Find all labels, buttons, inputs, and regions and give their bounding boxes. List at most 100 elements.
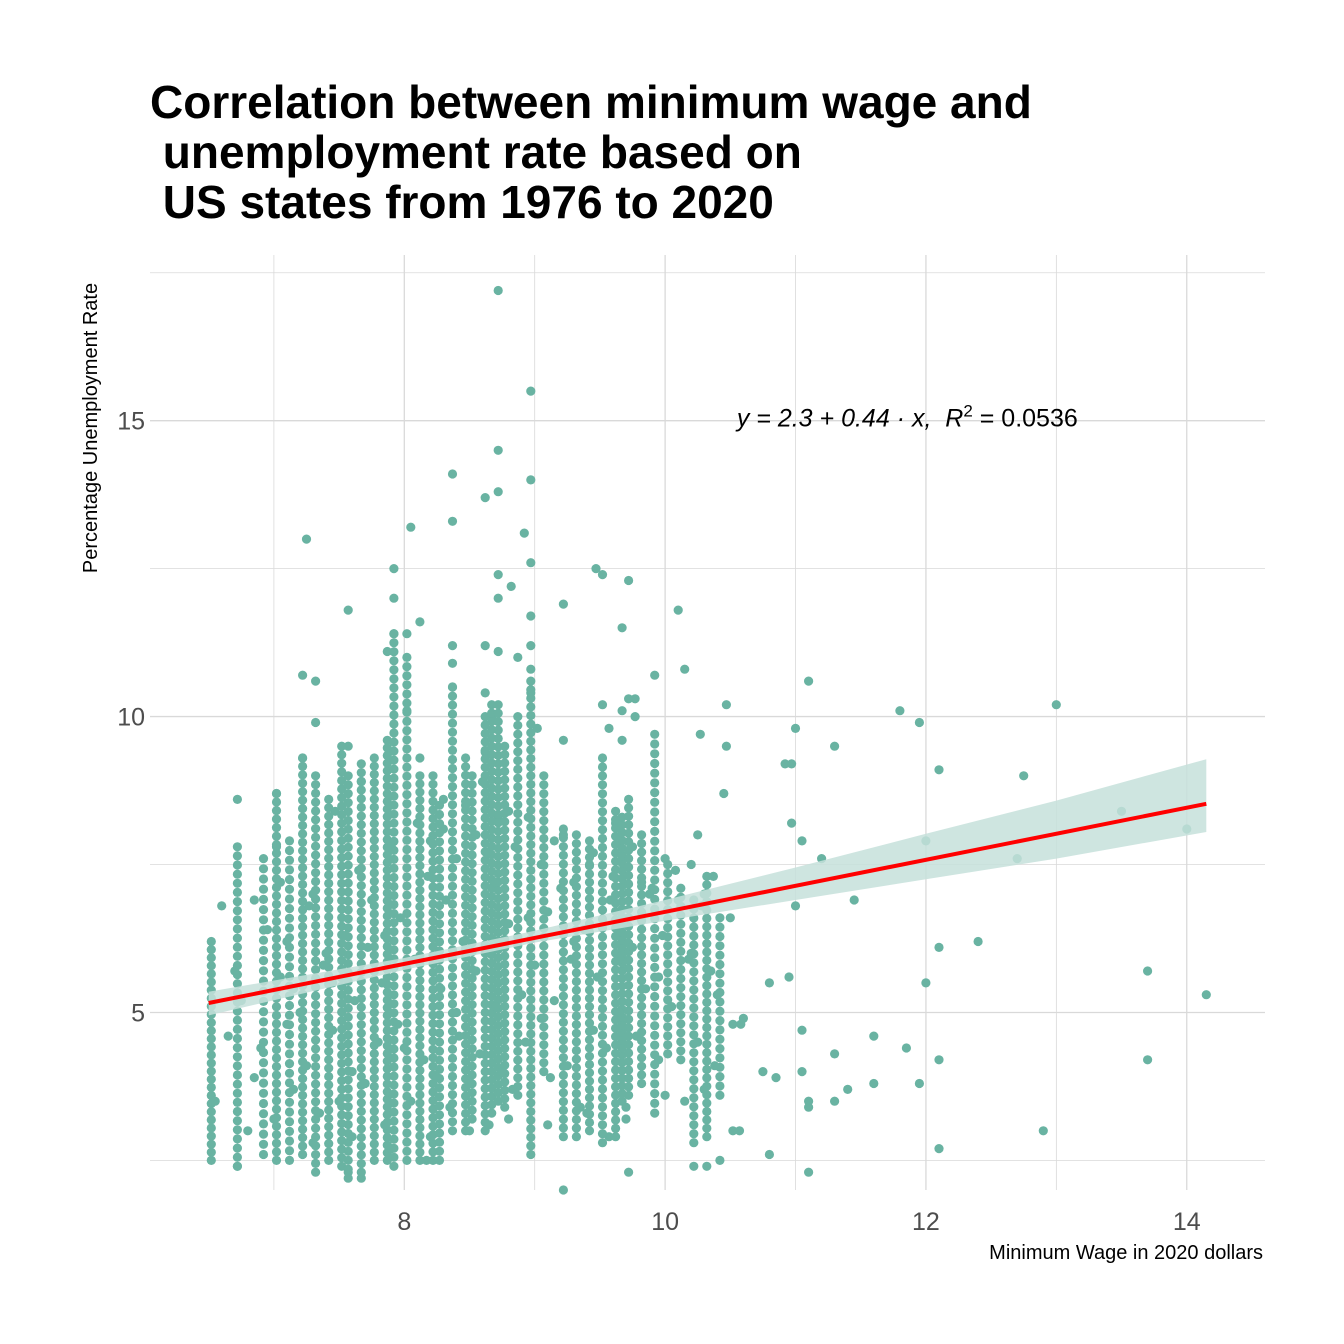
- data-point: [284, 884, 295, 894]
- data-point: [689, 1093, 699, 1103]
- data-point: [402, 799, 412, 809]
- data-point: [663, 1040, 673, 1050]
- data-point: [702, 1106, 712, 1117]
- data-point: [356, 907, 366, 917]
- data-point: [356, 1063, 366, 1073]
- data-point: [647, 883, 657, 893]
- data-point: [356, 915, 366, 925]
- data-point: [402, 908, 412, 919]
- data-point: [543, 1120, 553, 1130]
- data-point: [343, 789, 353, 799]
- data-point: [558, 842, 569, 852]
- data-point: [389, 945, 399, 955]
- data-point: [298, 787, 308, 797]
- data-point: [324, 895, 334, 905]
- data-point: [467, 788, 477, 799]
- data-point: [402, 826, 412, 836]
- data-point: [311, 1000, 321, 1010]
- data-point: [605, 895, 615, 905]
- data-point: [637, 873, 647, 883]
- data-point: [526, 1055, 536, 1065]
- data-point: [284, 1155, 295, 1165]
- data-point: [663, 1022, 673, 1032]
- data-point: [447, 845, 458, 855]
- data-point: [447, 782, 458, 792]
- data-point: [206, 1066, 216, 1076]
- data-point: [676, 946, 686, 957]
- data-point: [663, 977, 673, 987]
- data-point: [584, 1010, 595, 1020]
- data-point: [402, 1137, 412, 1147]
- data-point: [1051, 700, 1061, 710]
- data-point: [689, 1003, 699, 1013]
- data-point: [804, 1102, 814, 1112]
- data-point: [356, 811, 366, 821]
- data-point: [343, 1146, 353, 1156]
- data-point: [298, 964, 308, 974]
- data-point: [415, 779, 425, 789]
- data-point: [725, 913, 735, 923]
- data-point: [624, 694, 634, 704]
- data-point: [584, 1002, 595, 1012]
- data-point: [232, 1052, 242, 1062]
- data-point: [611, 881, 621, 892]
- y-tick-label: 10: [117, 704, 145, 732]
- data-point: [343, 1012, 353, 1022]
- data-point: [513, 976, 523, 986]
- data-point: [513, 1064, 523, 1074]
- data-point: [298, 1090, 308, 1100]
- data-point: [415, 771, 425, 781]
- data-point: [298, 753, 308, 763]
- data-point: [258, 905, 269, 915]
- data-point: [343, 860, 353, 870]
- data-point: [526, 736, 536, 746]
- data-point: [843, 1084, 853, 1094]
- data-point: [271, 1062, 282, 1072]
- data-point: [271, 1138, 282, 1148]
- data-point: [206, 1074, 216, 1084]
- data-point: [311, 797, 321, 807]
- data-point: [402, 808, 412, 818]
- data-point: [597, 1075, 608, 1085]
- data-point: [428, 1087, 438, 1097]
- data-point: [558, 735, 569, 745]
- data-point: [493, 445, 503, 455]
- data-point: [702, 930, 712, 940]
- data-point: [654, 1055, 664, 1065]
- data-point: [343, 985, 353, 996]
- data-point: [341, 930, 351, 941]
- data-point: [689, 985, 699, 995]
- data-point: [324, 1038, 334, 1048]
- data-point: [480, 1024, 490, 1034]
- data-point: [1019, 771, 1029, 781]
- data-point: [676, 1019, 686, 1029]
- x-axis-tick-labels: 8 10 12 14: [397, 1208, 1200, 1236]
- data-point: [369, 934, 379, 944]
- data-point: [539, 878, 549, 889]
- data-point: [597, 932, 608, 942]
- data-point: [500, 741, 510, 751]
- data-point: [324, 1147, 334, 1157]
- data-point: [447, 754, 458, 765]
- data-point: [434, 1146, 445, 1156]
- data-point: [624, 1040, 634, 1050]
- data-point: [597, 842, 608, 853]
- data-point: [689, 1138, 699, 1148]
- data-point: [500, 1077, 510, 1087]
- data-point: [271, 1096, 282, 1106]
- data-point: [284, 836, 295, 846]
- data-point: [415, 1074, 425, 1084]
- data-point: [382, 850, 392, 860]
- data-point: [650, 758, 660, 769]
- data-point: [513, 773, 523, 783]
- data-point: [536, 859, 546, 870]
- data-point: [402, 817, 412, 827]
- data-point: [262, 925, 272, 935]
- data-point: [624, 1006, 634, 1016]
- data-point: [584, 1076, 595, 1086]
- data-point: [298, 1141, 308, 1151]
- data-point: [467, 780, 477, 790]
- data-point: [624, 575, 634, 586]
- data-point: [558, 956, 569, 966]
- data-point: [558, 947, 569, 957]
